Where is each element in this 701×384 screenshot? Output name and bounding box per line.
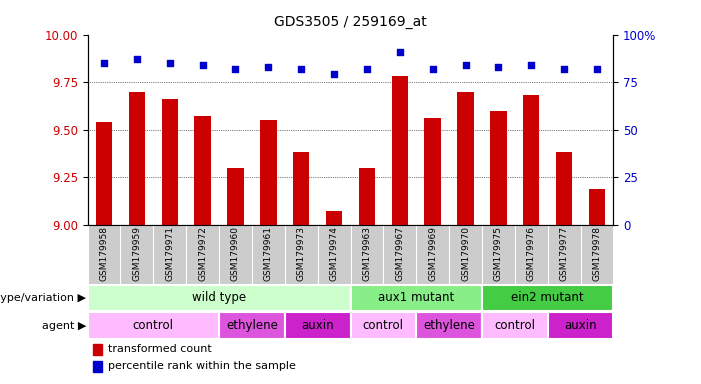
Text: GSM179978: GSM179978 [592, 227, 601, 281]
Bar [416, 312, 482, 339]
Text: aux1 mutant: aux1 mutant [378, 291, 454, 305]
Text: GSM179977: GSM179977 [559, 227, 569, 281]
Text: GSM179975: GSM179975 [494, 227, 503, 281]
Text: percentile rank within the sample: percentile rank within the sample [108, 361, 296, 371]
Bar [96, 122, 112, 225]
Text: control: control [133, 319, 174, 332]
Bar [88, 312, 219, 339]
Point [592, 66, 603, 72]
Bar [129, 92, 145, 225]
Text: control: control [363, 319, 404, 332]
Text: genotype/variation ▶: genotype/variation ▶ [0, 293, 86, 303]
Bar [88, 285, 350, 311]
Bar [326, 211, 342, 225]
Bar [359, 167, 375, 225]
Text: GSM179969: GSM179969 [428, 227, 437, 281]
Bar [260, 120, 277, 225]
Point [98, 60, 109, 66]
Point [263, 64, 274, 70]
Bar [523, 95, 540, 225]
Point [164, 60, 175, 66]
Text: GSM179963: GSM179963 [362, 227, 372, 281]
Point [526, 62, 537, 68]
Bar [93, 344, 102, 355]
Text: transformed count: transformed count [108, 344, 212, 354]
Point [197, 62, 208, 68]
Bar [350, 285, 482, 311]
Point [131, 56, 142, 62]
Text: wild type: wild type [192, 291, 246, 305]
Bar [350, 312, 416, 339]
Bar [589, 189, 605, 225]
Point [329, 71, 340, 78]
Text: auxin: auxin [564, 319, 597, 332]
Text: GSM179973: GSM179973 [297, 227, 306, 281]
Bar [547, 312, 613, 339]
Bar [482, 285, 613, 311]
Bar [457, 92, 474, 225]
Point [493, 64, 504, 70]
Text: control: control [494, 319, 536, 332]
Text: auxin: auxin [301, 319, 334, 332]
Point [559, 66, 570, 72]
Bar [293, 152, 309, 225]
Text: GSM179958: GSM179958 [100, 227, 109, 281]
Text: ethylene: ethylene [226, 319, 278, 332]
Point [296, 66, 307, 72]
Bar [194, 116, 211, 225]
Point [460, 62, 471, 68]
Bar [93, 361, 102, 372]
Text: GSM179970: GSM179970 [461, 227, 470, 281]
Point [427, 66, 438, 72]
Point [394, 49, 405, 55]
Text: GSM179961: GSM179961 [264, 227, 273, 281]
Text: GSM179959: GSM179959 [132, 227, 142, 281]
Text: GSM179974: GSM179974 [329, 227, 339, 281]
Text: GDS3505 / 259169_at: GDS3505 / 259169_at [274, 15, 427, 29]
Bar [161, 99, 178, 225]
Point [230, 66, 241, 72]
Bar [227, 167, 244, 225]
Bar [482, 312, 547, 339]
Bar [424, 118, 441, 225]
Bar [490, 111, 507, 225]
Text: GSM179972: GSM179972 [198, 227, 207, 281]
Text: GSM179967: GSM179967 [395, 227, 404, 281]
Text: GSM179976: GSM179976 [526, 227, 536, 281]
Text: ethylene: ethylene [423, 319, 475, 332]
Text: ein2 mutant: ein2 mutant [511, 291, 584, 305]
Text: agent ▶: agent ▶ [42, 321, 86, 331]
Point [361, 66, 372, 72]
Bar [219, 312, 285, 339]
Bar [285, 312, 350, 339]
Text: GSM179971: GSM179971 [165, 227, 175, 281]
Text: GSM179960: GSM179960 [231, 227, 240, 281]
Bar [392, 76, 408, 225]
Bar [556, 152, 572, 225]
